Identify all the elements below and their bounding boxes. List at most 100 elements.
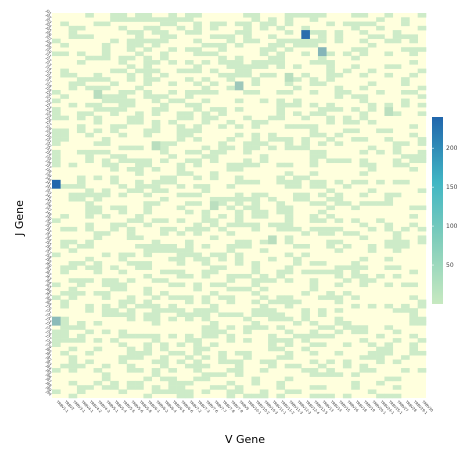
heatmap-cell: [160, 231, 169, 236]
heatmap-cell: [184, 171, 194, 176]
heatmap-cell: [234, 201, 244, 206]
heatmap-cell: [135, 162, 144, 168]
heatmap-cell: [342, 393, 352, 399]
heatmap-cell: [376, 17, 385, 22]
heatmap-cell: [301, 72, 310, 78]
heatmap-cell: [226, 145, 236, 151]
heatmap-cell: [126, 252, 136, 258]
heatmap-cell: [268, 363, 277, 369]
heatmap-cell: [409, 60, 418, 65]
heatmap-cell: [135, 13, 144, 18]
heatmap-cell: [193, 346, 202, 352]
heatmap-cell: [209, 333, 219, 339]
heatmap-cell: [351, 231, 360, 236]
heatmap-cell: [193, 81, 202, 87]
heatmap-cell: [234, 222, 244, 228]
heatmap-cell: [384, 325, 394, 330]
y-tick-label: J46: [45, 201, 53, 209]
heatmap-cell: [351, 261, 360, 266]
heatmap-cell: [76, 385, 86, 390]
heatmap-cell: [367, 107, 377, 112]
heatmap-cell: [193, 282, 202, 288]
heatmap-cell: [317, 55, 327, 61]
heatmap-cell: [52, 132, 61, 138]
heatmap-cell: [276, 385, 286, 390]
heatmap-cell: [68, 261, 78, 266]
heatmap-cell: [401, 17, 410, 22]
heatmap-cell: [293, 13, 302, 18]
heatmap-cell: [168, 226, 177, 232]
heatmap-cell: [101, 188, 111, 193]
heatmap-cell: [143, 60, 153, 65]
heatmap-cell: [60, 299, 69, 305]
heatmap-cell: [184, 128, 194, 134]
heatmap-cell: [160, 55, 169, 61]
heatmap-cell: [68, 81, 78, 87]
heatmap-cell: [209, 282, 219, 288]
heatmap-cell: [401, 355, 410, 360]
heatmap-cell: [309, 42, 319, 48]
heatmap-cell: [268, 222, 277, 228]
heatmap-cell: [359, 355, 369, 360]
heatmap-cell: [351, 205, 360, 211]
y-tick-label: J69: [45, 299, 53, 307]
heatmap-cell: [85, 158, 94, 164]
heatmap-cell: [193, 128, 202, 134]
heatmap-cell: [209, 34, 219, 39]
heatmap-cell: [351, 119, 360, 125]
heatmap-cell: [110, 338, 119, 343]
heatmap-cell: [85, 132, 94, 138]
heatmap-cell: [52, 98, 61, 104]
heatmap-cell: [243, 90, 252, 95]
heatmap-cell: [351, 21, 360, 27]
heatmap-cell: [126, 30, 136, 35]
heatmap-cell: [184, 102, 194, 108]
heatmap-cell: [234, 261, 244, 266]
y-tick-label: J86: [45, 372, 53, 380]
heatmap-cell: [93, 107, 103, 112]
heatmap-cell: [93, 192, 103, 198]
heatmap-cell: [251, 291, 261, 296]
heatmap-cell: [118, 286, 128, 292]
heatmap-cell: [334, 38, 344, 44]
heatmap-cell: [326, 291, 335, 296]
heatmap-cell: [201, 389, 211, 395]
y-tick-label: J62: [45, 269, 53, 277]
y-tick-label: J10: [45, 47, 53, 55]
heatmap-cell: [143, 128, 153, 134]
heatmap-cell: [151, 359, 161, 365]
heatmap-cell: [259, 273, 269, 279]
heatmap-cell: [60, 338, 69, 343]
heatmap-cell: [60, 132, 69, 138]
y-tick-label: J53: [45, 231, 53, 239]
heatmap-cell: [184, 90, 194, 95]
heatmap-cell: [259, 286, 269, 292]
heatmap-cell: [110, 154, 119, 159]
heatmap-cell: [126, 380, 136, 386]
heatmap-cell: [284, 239, 294, 245]
heatmap-cell: [409, 158, 418, 164]
heatmap-cell: [326, 188, 335, 193]
heatmap-cell: [135, 333, 144, 339]
heatmap-cell: [85, 149, 94, 155]
heatmap-cell: [151, 107, 161, 112]
heatmap-cell: [143, 303, 153, 309]
heatmap-cell: [259, 325, 269, 330]
heatmap-cell: [209, 171, 219, 176]
heatmap-cell: [143, 376, 153, 382]
heatmap-cell: [276, 107, 286, 112]
heatmap-cell: [359, 338, 369, 343]
heatmap-cell: [417, 350, 427, 356]
heatmap-cell: [218, 42, 227, 48]
heatmap-cell: [60, 214, 69, 219]
heatmap-cell: [284, 376, 294, 382]
heatmap-cell: [334, 329, 344, 335]
heatmap-cell: [184, 192, 194, 198]
heatmap-cell: [284, 214, 294, 219]
heatmap-cell: [226, 333, 236, 339]
heatmap-cell: [209, 235, 219, 241]
heatmap-cell: [143, 205, 153, 211]
heatmap-cell: [118, 303, 128, 309]
heatmap-cell: [151, 25, 161, 31]
heatmap-cell: [293, 363, 302, 369]
